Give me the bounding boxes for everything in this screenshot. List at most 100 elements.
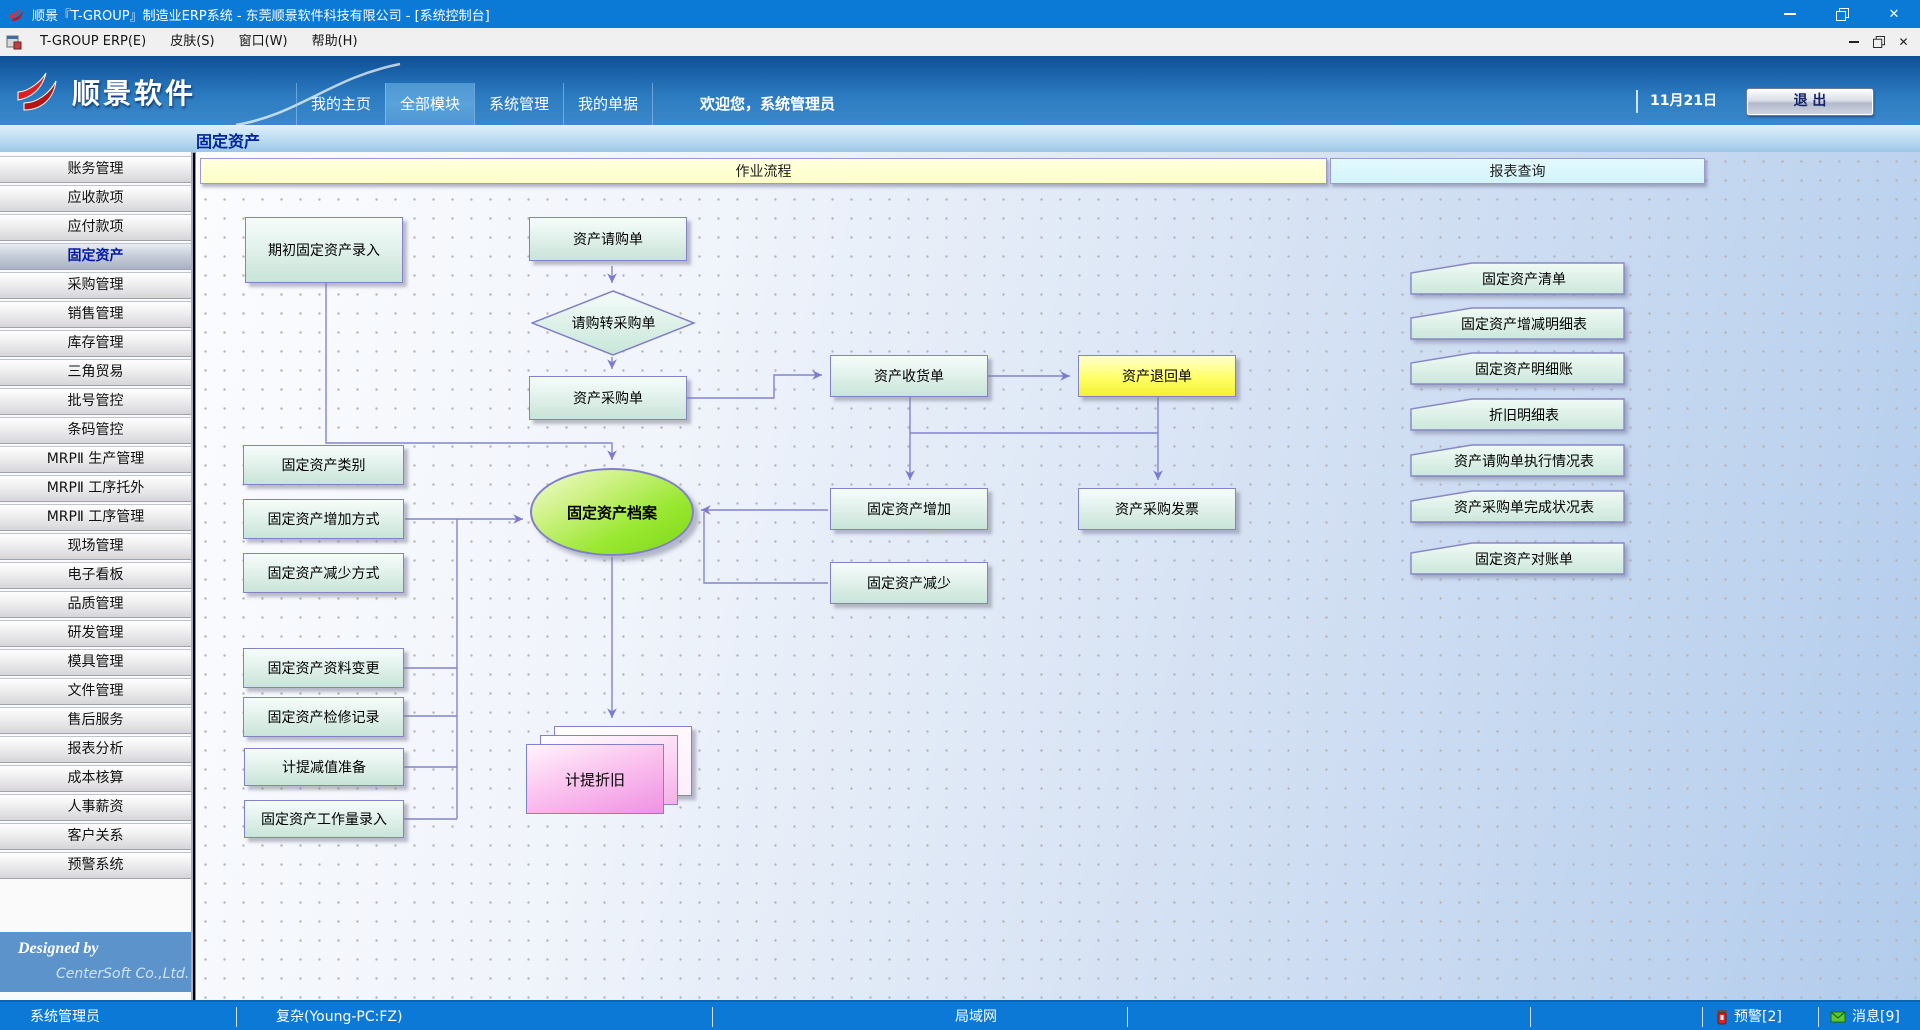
report-asset-list[interactable]: 固定资产清单 — [1410, 262, 1626, 296]
report-shape — [1410, 542, 1625, 575]
window-minimize-button[interactable] — [1764, 0, 1816, 28]
window-title: 顺景『T-GROUP』制造业ERP系统 - 东莞顺景软件科技有限公司 - [系统… — [32, 8, 490, 24]
close-icon: ✕ — [1898, 35, 1909, 49]
flow-node-asset-purchase-order[interactable]: 资产采购单 — [529, 376, 687, 420]
report-asset-reconciliation[interactable]: 固定资产对账单 — [1410, 542, 1626, 576]
status-divider — [712, 1007, 713, 1027]
sidebar-item-costing[interactable]: 成本核算 — [0, 765, 191, 792]
app-logo-icon — [9, 7, 24, 22]
menu-bar: T-GROUP ERP(E) 皮肤(S) 窗口(W) 帮助(H) ✕ — [0, 28, 1920, 57]
mdi-close-button[interactable]: ✕ — [1891, 31, 1916, 53]
flow-node-asset-archive[interactable]: 固定资产档案 — [530, 468, 694, 556]
sidebar-item-mrp2-process[interactable]: MRPⅡ 工序管理 — [0, 504, 191, 531]
report-depreciation-detail[interactable]: 折旧明细表 — [1410, 398, 1626, 432]
flow-node-impairment-provision[interactable]: 计提减值准备 — [244, 748, 404, 786]
status-divider — [1127, 1007, 1128, 1027]
mdi-minimize-button[interactable] — [1841, 31, 1866, 53]
tab-system-management[interactable]: 系统管理 — [474, 83, 563, 125]
report-asset-change-detail[interactable]: 固定资产增减明细表 — [1410, 307, 1626, 341]
status-host: 复杂(Young-PC:FZ) — [276, 1009, 403, 1025]
window-close-button[interactable]: ✕ — [1868, 0, 1920, 28]
sidebar-item-quality[interactable]: 品质管理 — [0, 591, 191, 618]
exit-button[interactable]: 退 出 — [1746, 88, 1874, 116]
flow-connectors — [325, 266, 1163, 820]
report-label: 固定资产明细账 — [1475, 361, 1573, 378]
sidebar-item-report-analysis[interactable]: 报表分析 — [0, 736, 191, 763]
workflow-canvas: 作业流程 报表查询 — [195, 152, 1920, 1000]
tab-my-documents[interactable]: 我的单据 — [563, 83, 653, 125]
form-window-icon — [6, 35, 22, 50]
report-label: 折旧明细表 — [1489, 407, 1559, 424]
flow-node-asset-maintenance-record[interactable]: 固定资产检修记录 — [243, 697, 404, 737]
flow-node-asset-purchase-invoice[interactable]: 资产采购发票 — [1078, 488, 1236, 530]
restore-icon — [1835, 7, 1849, 21]
sidebar-item-rnd[interactable]: 研发管理 — [0, 620, 191, 647]
diamond-label: 请购转采购单 — [571, 316, 656, 332]
flow-node-asset-reduce-method[interactable]: 固定资产减少方式 — [243, 553, 404, 593]
app-logo-text: 顺景软件 — [72, 77, 197, 110]
date-display: 11月21日 — [1636, 90, 1717, 113]
flow-node-asset-return[interactable]: 资产退回单 — [1078, 355, 1236, 397]
flow-node-asset-increase[interactable]: 固定资产增加 — [830, 488, 988, 530]
flow-node-initial-asset-entry[interactable]: 期初固定资产录入 — [245, 217, 403, 283]
tab-my-homepage[interactable]: 我的主页 — [296, 83, 385, 125]
sidebar-item-e-kanban[interactable]: 电子看板 — [0, 562, 191, 589]
sidebar-item-mold[interactable]: 模具管理 — [0, 649, 191, 676]
module-sidebar: 账务管理 应收款项 应付款项 固定资产 采购管理 销售管理 库存管理 三角贸易 … — [0, 152, 193, 1000]
module-list: 账务管理 应收款项 应付款项 固定资产 采购管理 销售管理 库存管理 三角贸易 … — [0, 156, 191, 879]
menu-item-tgroup-erp[interactable]: T-GROUP ERP(E) — [40, 34, 147, 49]
report-label: 资产采购单完成状况表 — [1454, 499, 1594, 516]
header-nav: 我的主页 全部模块 系统管理 我的单据 — [296, 83, 653, 125]
minimize-icon — [1848, 41, 1859, 43]
envelope-icon — [1830, 1011, 1846, 1023]
flow-node-workload-entry[interactable]: 固定资产工作量录入 — [244, 800, 404, 838]
sidebar-item-mrp2-outsourcing[interactable]: MRPⅡ 工序托外 — [0, 475, 191, 502]
sidebar-item-purchasing[interactable]: 采购管理 — [0, 272, 191, 299]
report-shape — [1410, 490, 1625, 523]
mdi-restore-button[interactable] — [1866, 31, 1891, 53]
flow-node-asset-decrease[interactable]: 固定资产减少 — [830, 562, 988, 604]
close-icon: ✕ — [1888, 6, 1900, 22]
report-po-completion[interactable]: 资产采购单完成状况表 — [1410, 490, 1626, 524]
sidebar-item-triangle-trade[interactable]: 三角贸易 — [0, 359, 191, 386]
sidebar-item-batch-control[interactable]: 批号管控 — [0, 388, 191, 415]
menu-item-skin[interactable]: 皮肤(S) — [170, 34, 215, 49]
section-tab-report-query[interactable]: 报表查询 — [1330, 158, 1705, 184]
status-messages[interactable]: 消息[9] — [1852, 1009, 1900, 1025]
report-shape — [1410, 444, 1625, 477]
sidebar-item-fixed-assets[interactable]: 固定资产 — [0, 243, 191, 270]
sidebar-item-alert-system[interactable]: 预警系统 — [0, 852, 191, 879]
report-shape — [1410, 352, 1625, 385]
flow-node-asset-category[interactable]: 固定资产类别 — [243, 445, 404, 485]
sidebar-item-accounting[interactable]: 账务管理 — [0, 156, 191, 183]
report-requisition-execution[interactable]: 资产请购单执行情况表 — [1410, 444, 1626, 478]
flow-node-asset-add-method[interactable]: 固定资产增加方式 — [243, 499, 404, 539]
sidebar-item-mrp2-production[interactable]: MRPⅡ 生产管理 — [0, 446, 191, 473]
sidebar-item-shopfloor[interactable]: 现场管理 — [0, 533, 191, 560]
flow-node-asset-receipt[interactable]: 资产收货单 — [830, 355, 988, 397]
sidebar-item-hr-payroll[interactable]: 人事薪资 — [0, 794, 191, 821]
sidebar-item-documents[interactable]: 文件管理 — [0, 678, 191, 705]
sidebar-item-sales[interactable]: 销售管理 — [0, 301, 191, 328]
flow-node-depreciation[interactable]: 计提折旧 — [526, 726, 696, 818]
menu-item-help[interactable]: 帮助(H) — [311, 34, 358, 49]
sidebar-item-inventory[interactable]: 库存管理 — [0, 330, 191, 357]
flow-node-asset-requisition[interactable]: 资产请购单 — [529, 217, 687, 261]
sidebar-item-barcode-control[interactable]: 条码管控 — [0, 417, 191, 444]
welcome-message: 欢迎您，系统管理员 — [700, 95, 836, 113]
menu-item-window[interactable]: 窗口(W) — [238, 34, 288, 49]
window-titlebar: 顺景『T-GROUP』制造业ERP系统 - 东莞顺景软件科技有限公司 - [系统… — [0, 0, 1920, 28]
flow-node-requisition-to-po[interactable]: 请购转采购单 — [529, 290, 697, 356]
alarm-icon — [1717, 1010, 1727, 1025]
breadcrumb-bar: 固定资产 — [0, 125, 1920, 153]
sidebar-item-crm[interactable]: 客户关系 — [0, 823, 191, 850]
section-tab-workflow[interactable]: 作业流程 — [200, 158, 1327, 184]
sidebar-item-payables[interactable]: 应付款项 — [0, 214, 191, 241]
tab-all-modules[interactable]: 全部模块 — [385, 83, 474, 125]
flow-node-asset-data-change[interactable]: 固定资产资料变更 — [243, 648, 404, 688]
status-alerts[interactable]: 预警[2] — [1734, 1009, 1782, 1025]
window-restore-button[interactable] — [1816, 0, 1868, 28]
sidebar-item-receivables[interactable]: 应收款项 — [0, 185, 191, 212]
sidebar-item-after-sales[interactable]: 售后服务 — [0, 707, 191, 734]
report-asset-ledger[interactable]: 固定资产明细账 — [1410, 352, 1626, 386]
